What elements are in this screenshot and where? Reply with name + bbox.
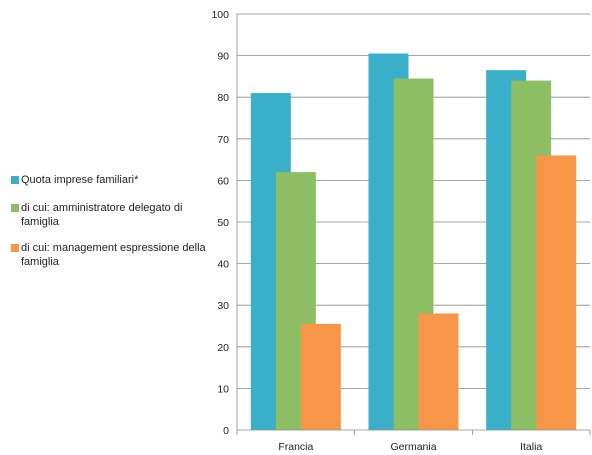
y-tick-label-80: 80 [217,92,229,104]
y-tick-label-30: 30 [217,300,229,312]
legend-label-amministratore: di cui: amministratore delegato di famig… [21,202,183,228]
legend-swatch-management [11,244,19,252]
legend-item-quota: Quota imprese familiari* [11,173,211,187]
legend-item-management: di cui: management espressione della fam… [11,241,211,269]
legend-swatch-amministratore [11,204,19,212]
y-tick-label-50: 50 [217,217,229,229]
y-tick-label-60: 60 [217,175,229,187]
y-tick-label-0: 0 [223,425,229,437]
bar-italia-series-3 [536,155,577,430]
x-category-label-francia: Francia [278,441,313,453]
y-tick-label-70: 70 [217,134,229,146]
y-tick-label-90: 90 [217,51,229,63]
y-tick-label-100: 100 [211,9,229,21]
legend-label-management: di cui: management espressione della fam… [21,242,206,268]
y-tick-label-10: 10 [217,383,229,395]
y-tick-label-20: 20 [217,342,229,354]
legend-swatch-quota [11,176,19,184]
x-category-label-germania: Germania [390,441,436,453]
x-category-label-italia: Italia [520,441,542,453]
bar-germania-series-3 [418,313,459,430]
bar-francia-series-3 [300,323,341,430]
legend: Quota imprese familiari* di cui: amminis… [11,173,211,283]
legend-item-amministratore: di cui: amministratore delegato di famig… [11,201,211,229]
legend-label-quota: Quota imprese familiari* [21,174,139,186]
y-tick-label-40: 40 [217,259,229,271]
